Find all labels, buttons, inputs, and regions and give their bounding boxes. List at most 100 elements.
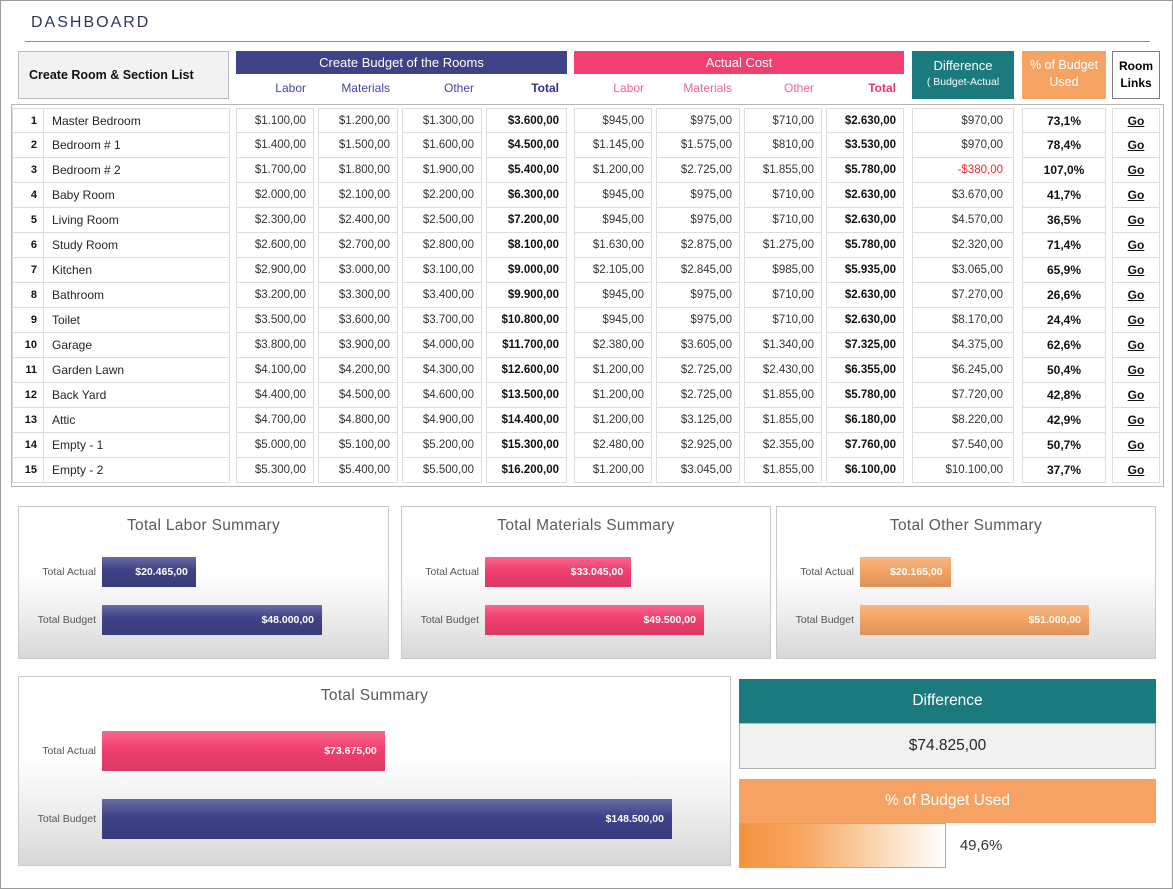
room-name-cell: Baby Room [44,183,230,208]
column-spacer [904,158,912,183]
room-name-cell: Attic [44,408,230,433]
table-cell: $2.800,00 [402,233,482,258]
go-link[interactable]: Go [1112,258,1160,283]
column-spacer [904,283,912,308]
table-cell: $3.000,00 [318,258,398,283]
table-cell: $710,00 [744,308,822,333]
budget-col-other: Other [443,81,474,95]
table-cell: $7.760,00 [826,433,904,458]
column-spacer [567,283,574,308]
table-cell: $6.300,00 [486,183,567,208]
column-spacer [567,208,574,233]
table-cell: 4 [12,183,44,208]
other-budget-bar: $51.000,00 [860,605,1089,635]
pct-budget-header-line1: % of Budget [1029,58,1099,72]
go-link[interactable]: Go [1112,458,1160,483]
actual-bar-label: Total Actual [42,745,96,757]
table-cell: $12.600,00 [486,358,567,383]
room-links-header: Room Links [1112,51,1160,99]
table-row: 14 Empty - 1 $5.000,00 $5.100,00 $5.200,00 $1… [12,433,1163,458]
table-cell: $2.000,00 [236,183,314,208]
table-cell: 5 [12,208,44,233]
materials-summary-title: Total Materials Summary [497,517,675,534]
table-cell: $975,00 [656,308,740,333]
table-cell: $2.380,00 [574,333,652,358]
table-cell: $2.630,00 [826,208,904,233]
table-row: 5 Living Room $2.300,00 $2.400,00 $2.500,00 $… [12,208,1163,233]
table-cell: $2.630,00 [826,108,904,133]
table-cell: $985,00 [744,258,822,283]
column-spacer [1014,358,1022,383]
go-link[interactable]: Go [1112,108,1160,133]
table-cell: 41,7% [1022,183,1106,208]
labor-budget-bar: $48.000,00 [102,605,322,635]
labor-actual-bar: $20.465,00 [102,557,196,587]
table-cell: $1.900,00 [402,158,482,183]
go-link[interactable]: Go [1112,208,1160,233]
go-link[interactable]: Go [1112,133,1160,158]
table-cell: $6.100,00 [826,458,904,483]
table-cell: 37,7% [1022,458,1106,483]
table-cell: $945,00 [574,108,652,133]
table-cell: $945,00 [574,283,652,308]
budget-group-header: Create Budget of the Rooms [236,51,567,74]
table-cell: $5.780,00 [826,158,904,183]
table-cell: $2.630,00 [826,283,904,308]
column-spacer [1014,108,1022,133]
go-link[interactable]: Go [1112,183,1160,208]
table-row: 11 Garden Lawn $4.100,00 $4.200,00 $4.300,00… [12,358,1163,383]
go-link[interactable]: Go [1112,433,1160,458]
table-cell: $14.400,00 [486,408,567,433]
table-cell: $945,00 [574,308,652,333]
column-spacer [567,408,574,433]
column-spacer [567,383,574,408]
table-cell: $1.340,00 [744,333,822,358]
table-cell: 8 [12,283,44,308]
table-cell: 24,4% [1022,308,1106,333]
go-link[interactable]: Go [1112,283,1160,308]
table-cell: 15 [12,458,44,483]
column-spacer [904,108,912,133]
go-link[interactable]: Go [1112,408,1160,433]
difference-header: Difference ( Budget-Actual [912,51,1014,99]
table-cell: $5.400,00 [486,158,567,183]
table-cell: $2.480,00 [574,433,652,458]
table-cell: $975,00 [656,283,740,308]
actual-bar-label: Total Actual [42,566,96,578]
table-cell: $3.300,00 [318,283,398,308]
go-link[interactable]: Go [1112,358,1160,383]
table-cell: $5.000,00 [236,433,314,458]
table-cell: $1.500,00 [318,133,398,158]
table-cell: $5.935,00 [826,258,904,283]
column-spacer [567,158,574,183]
room-name-cell: Bedroom # 2 [44,158,230,183]
go-link[interactable]: Go [1112,333,1160,358]
column-spacer [904,258,912,283]
table-cell: $970,00 [912,133,1014,158]
go-link[interactable]: Go [1112,233,1160,258]
table-cell: $3.400,00 [402,283,482,308]
other-budget-value: $51.000,00 [1028,614,1081,626]
labor-actual-value: $20.465,00 [135,566,188,578]
table-cell: $4.375,00 [912,333,1014,358]
table-cell: 13 [12,408,44,433]
column-spacer [904,358,912,383]
table-cell: $2.875,00 [656,233,740,258]
actual-col-labor: Labor [613,81,644,95]
go-link[interactable]: Go [1112,308,1160,333]
table-cell: $2.100,00 [318,183,398,208]
column-spacer [904,133,912,158]
table-cell: 11 [12,358,44,383]
table-cell: $3.045,00 [656,458,740,483]
table-cell: $1.275,00 [744,233,822,258]
table-cell: 36,5% [1022,208,1106,233]
column-spacer [567,183,574,208]
go-link[interactable]: Go [1112,158,1160,183]
go-link[interactable]: Go [1112,383,1160,408]
actual-bar-label: Total Actual [425,566,479,578]
pct-used-bar [739,823,946,868]
labor-budget-value: $48.000,00 [261,614,314,626]
column-spacer [1014,333,1022,358]
room-name-cell: Living Room [44,208,230,233]
difference-panel-header: Difference [739,679,1156,723]
